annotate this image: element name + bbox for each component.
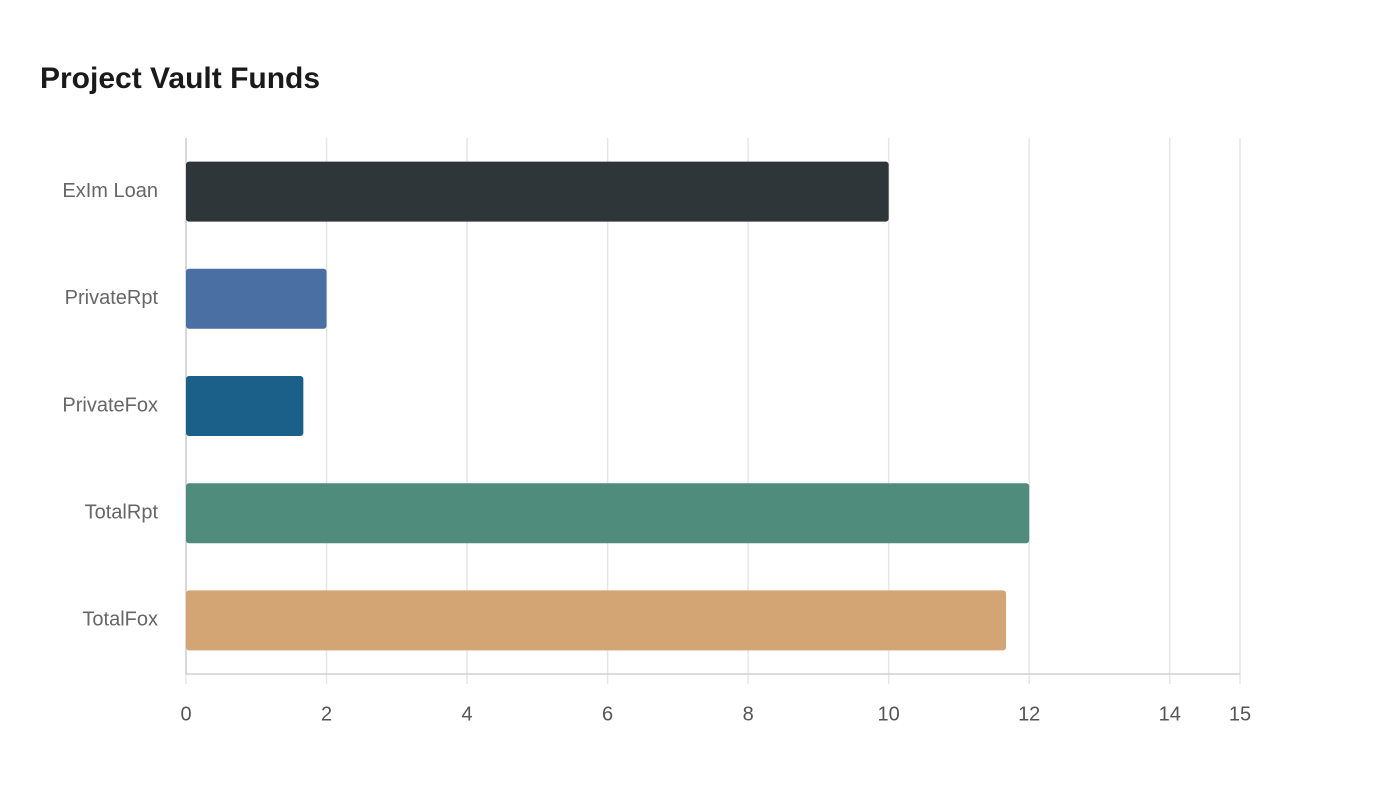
y-tick-label: PrivateRpt (65, 287, 159, 309)
x-tick-label: 15 (1229, 703, 1251, 725)
y-tick-label: PrivateFox (62, 394, 158, 416)
x-tick-label: 10 (878, 703, 900, 725)
x-tick-label: 0 (180, 703, 191, 725)
chart-title: Project Vault Funds (40, 62, 320, 95)
bar (186, 590, 1007, 651)
x-tick-label: 8 (743, 703, 754, 725)
x-tick-label: 14 (1159, 703, 1181, 725)
x-tick-label: 12 (1018, 703, 1040, 725)
x-tick-label: 2 (321, 703, 332, 725)
bar (186, 268, 327, 329)
bar (186, 376, 304, 436)
y-tick-label: ExIm Loan (62, 180, 158, 202)
x-tick-label: 4 (462, 703, 473, 725)
y-tick-label: TotalRpt (85, 501, 159, 523)
y-tick-label: TotalFox (82, 609, 158, 631)
x-tick-label: 6 (602, 703, 613, 725)
bar (186, 161, 889, 222)
bar (186, 483, 1030, 544)
